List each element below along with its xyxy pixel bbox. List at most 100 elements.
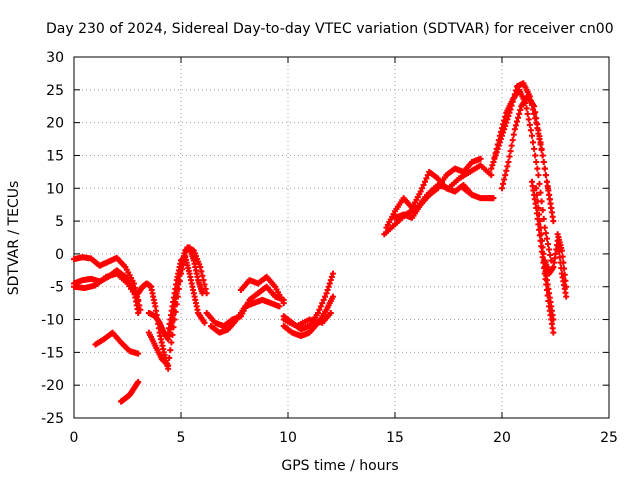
data-point	[537, 189, 544, 196]
data-point	[540, 215, 547, 222]
data-point	[509, 137, 516, 144]
data-point	[477, 155, 484, 162]
y-tick-label: 30	[46, 50, 64, 66]
data-point	[534, 165, 541, 172]
data-point	[524, 110, 531, 117]
data-point	[490, 195, 497, 202]
data-point	[530, 139, 537, 146]
data-point	[536, 211, 543, 218]
series-arc14	[280, 293, 336, 339]
data-point	[135, 378, 142, 385]
data-point	[423, 175, 430, 182]
data-point	[510, 131, 517, 138]
data-point	[561, 265, 568, 272]
data-point	[419, 185, 426, 192]
y-tick-label: -15	[41, 345, 64, 361]
data-point	[488, 165, 495, 172]
data-point	[320, 296, 327, 303]
data-point	[533, 185, 540, 192]
y-tick-label: -20	[41, 378, 64, 394]
data-point	[135, 350, 142, 357]
data-point	[563, 293, 570, 300]
data-point	[417, 188, 424, 195]
data-point	[536, 180, 543, 187]
series-arc4	[92, 329, 142, 357]
data-point	[420, 181, 427, 188]
data-point	[506, 153, 513, 160]
y-tick-labels: 30 25 20 15 10 5 0 -5 -10 -15 -20 -25	[41, 50, 64, 427]
data-point	[535, 127, 542, 134]
data-point	[558, 247, 565, 254]
data-point	[502, 172, 509, 179]
data-point	[503, 167, 510, 174]
data-points	[71, 80, 570, 405]
data-point	[327, 277, 334, 284]
data-point	[329, 270, 336, 277]
data-point	[543, 235, 550, 242]
data-point	[165, 362, 172, 369]
data-point	[559, 253, 566, 260]
data-point	[525, 116, 532, 123]
data-point	[323, 290, 330, 297]
data-point	[421, 178, 428, 185]
data-point	[329, 293, 336, 300]
data-point	[500, 180, 507, 187]
data-point	[561, 271, 568, 278]
series-arc18	[392, 155, 484, 221]
data-point	[536, 133, 543, 140]
data-point	[536, 218, 543, 225]
data-point	[537, 139, 544, 146]
data-point	[537, 224, 544, 231]
data-point	[535, 172, 542, 179]
y-tick-label: 5	[55, 214, 64, 230]
data-point	[135, 309, 142, 316]
series-arc3	[71, 270, 142, 303]
data-point	[533, 115, 540, 122]
data-point	[325, 283, 332, 290]
data-point	[542, 172, 549, 179]
data-point	[538, 145, 545, 152]
y-tick-label: -10	[41, 313, 64, 329]
data-point	[538, 231, 545, 238]
data-point	[499, 185, 505, 192]
data-point	[517, 107, 524, 114]
data-point	[504, 163, 511, 170]
series-arc15	[280, 309, 334, 330]
plot-frame	[73, 56, 610, 419]
data-point	[532, 109, 539, 116]
data-point	[550, 316, 557, 323]
series-arc24	[533, 185, 557, 323]
data-point	[489, 162, 496, 169]
series-arc21	[490, 86, 555, 264]
gridlines	[74, 57, 609, 418]
data-point	[276, 303, 283, 310]
data-point	[493, 145, 500, 152]
data-point	[527, 127, 534, 134]
x-tick-label: 0	[70, 430, 79, 446]
data-point	[502, 113, 509, 120]
data-point	[539, 152, 546, 159]
chart-title: Day 230 of 2024, Sidereal Day-to-day VTE…	[46, 21, 614, 37]
data-point	[317, 303, 324, 310]
data-point	[496, 132, 503, 139]
data-point	[535, 221, 542, 228]
data-point	[492, 150, 499, 157]
data-point	[550, 218, 557, 225]
data-point	[548, 204, 555, 211]
series-arc5	[118, 378, 142, 405]
data-point	[198, 268, 205, 275]
data-point	[505, 159, 512, 166]
x-tick-label: 15	[386, 430, 404, 446]
data-point	[542, 230, 549, 237]
data-point	[560, 259, 567, 266]
data-point	[508, 142, 515, 149]
series-arc22	[499, 93, 555, 211]
data-point	[531, 103, 538, 110]
data-point	[534, 198, 541, 205]
series-arc6	[135, 280, 172, 372]
data-point	[539, 207, 546, 214]
y-tick-label: -25	[41, 411, 64, 427]
data-point	[539, 244, 546, 251]
data-point	[513, 118, 520, 125]
